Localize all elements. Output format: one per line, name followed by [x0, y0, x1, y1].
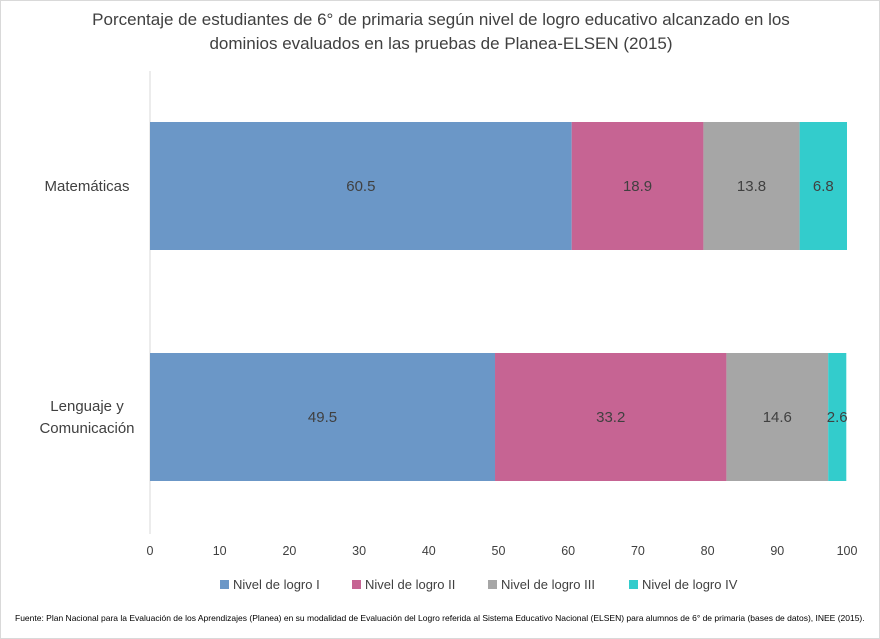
- bar-segment: [703, 122, 800, 250]
- x-tick-label: 100: [837, 544, 858, 558]
- legend-label: Nivel de logro II: [365, 577, 455, 592]
- x-tick-label: 30: [352, 544, 366, 558]
- bar-segment: [495, 353, 727, 481]
- legend-swatch: [629, 580, 638, 589]
- bar-segment: [150, 353, 496, 481]
- data-label: 13.8: [737, 178, 766, 195]
- data-label: 60.5: [346, 178, 375, 195]
- stacked-bar-chart: Porcentaje de estudiantes de 6° de prima…: [39, 10, 858, 592]
- legend-label: Nivel de logro IV: [642, 577, 738, 592]
- legend-swatch: [352, 580, 361, 589]
- x-tick-label: 50: [492, 544, 506, 558]
- x-tick-label: 80: [701, 544, 715, 558]
- bar-segment: [799, 122, 847, 250]
- x-tick-label: 20: [282, 544, 296, 558]
- x-tick-label: 70: [631, 544, 645, 558]
- category-label: Matemáticas: [44, 178, 129, 195]
- bar-segment: [726, 353, 829, 481]
- category-label: Lenguaje y: [50, 398, 124, 415]
- x-tick-label: 10: [213, 544, 227, 558]
- chart-title-line: Porcentaje de estudiantes de 6° de prima…: [92, 10, 790, 29]
- x-tick-label: 60: [561, 544, 575, 558]
- category-label: Comunicación: [39, 420, 134, 437]
- legend-swatch: [220, 580, 229, 589]
- bar-segment: [571, 122, 704, 250]
- data-label: 14.6: [763, 409, 792, 426]
- chart-title-line: dominios evaluados en las pruebas de Pla…: [209, 34, 672, 53]
- legend-swatch: [488, 580, 497, 589]
- data-label: 49.5: [308, 409, 337, 426]
- bar-segment: [828, 353, 847, 481]
- bar-segment: [150, 122, 572, 250]
- x-tick-label: 40: [422, 544, 436, 558]
- legend-label: Nivel de logro I: [233, 577, 320, 592]
- data-label: 18.9: [623, 178, 652, 195]
- data-label: 2.6: [827, 409, 848, 426]
- data-label: 6.8: [813, 178, 834, 195]
- data-label: 33.2: [596, 409, 625, 426]
- x-tick-label: 0: [147, 544, 154, 558]
- x-tick-label: 90: [770, 544, 784, 558]
- legend-label: Nivel de logro III: [501, 577, 595, 592]
- source-note: Fuente: Plan Nacional para la Evaluación…: [15, 613, 865, 623]
